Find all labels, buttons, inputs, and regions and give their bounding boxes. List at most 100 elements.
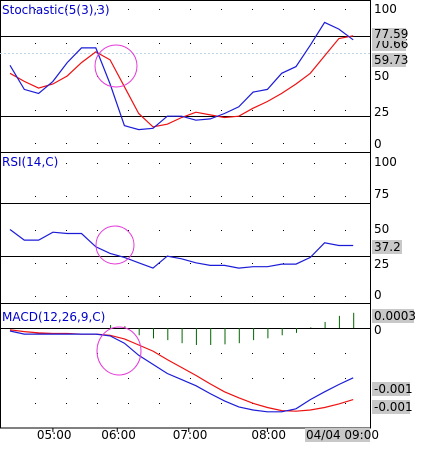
grid-dot	[159, 263, 160, 264]
grid-dot	[159, 76, 160, 77]
grid-dot	[35, 9, 36, 10]
grid-dot	[97, 263, 98, 264]
grid-dot	[97, 403, 98, 404]
grid-dot	[283, 9, 284, 10]
grid-dot	[159, 230, 160, 231]
grid-dot	[345, 403, 346, 404]
value-badge-bg	[372, 38, 406, 51]
grid-dot	[252, 43, 253, 44]
y-tick-label: 100	[374, 2, 397, 16]
grid-dot	[66, 43, 67, 44]
grid-dot	[66, 110, 67, 111]
grid-dot	[35, 378, 36, 379]
grid-dot	[35, 403, 36, 404]
grid-dot	[128, 403, 129, 404]
grid-dot	[221, 403, 222, 404]
y-tick-label: 75	[374, 187, 389, 201]
grid-dot	[159, 403, 160, 404]
y-tick-label: 25	[374, 257, 389, 271]
grid-dot	[97, 163, 98, 164]
grid-dot	[252, 9, 253, 10]
grid-dot	[314, 296, 315, 297]
grid-dot	[345, 76, 346, 77]
y-tick-label: 100	[374, 155, 397, 169]
grid-dot	[128, 163, 129, 164]
grid-dot	[221, 263, 222, 264]
grid-dot	[66, 353, 67, 354]
macd-line	[9, 330, 354, 413]
grid-dot	[190, 263, 191, 264]
y-tick-label: 50	[374, 222, 389, 236]
grid-dot	[283, 353, 284, 354]
grid-dot	[252, 263, 253, 264]
grid-dot	[66, 196, 67, 197]
x-tick-label: 04/04 09:00	[306, 428, 379, 442]
highlight-circle	[94, 44, 138, 88]
grid-dot	[128, 353, 129, 354]
grid-dot	[221, 296, 222, 297]
y-tick-label: 0	[374, 137, 382, 151]
stochastic-k-line	[9, 21, 354, 131]
grid-dot	[314, 353, 315, 354]
grid-dot	[128, 143, 129, 144]
y-tick-label: 50	[374, 69, 389, 83]
grid-dot	[190, 296, 191, 297]
grid-dot	[314, 263, 315, 264]
grid-dot	[221, 110, 222, 111]
grid-dot	[283, 230, 284, 231]
grid-dot	[314, 9, 315, 10]
grid-dot	[35, 76, 36, 77]
grid-dot	[190, 403, 191, 404]
y-tick-label: 0	[374, 323, 382, 337]
grid-dot	[159, 9, 160, 10]
grid-dot	[283, 110, 284, 111]
grid-dot	[345, 163, 346, 164]
grid-dot	[221, 43, 222, 44]
grid-dot	[159, 143, 160, 144]
grid-dot	[345, 230, 346, 231]
y-tick-label: 0	[374, 288, 382, 302]
grid-dot	[128, 43, 129, 44]
grid-dot	[221, 230, 222, 231]
value-badge-bg	[372, 53, 406, 67]
grid-dot	[221, 9, 222, 10]
grid-dot	[283, 163, 284, 164]
grid-dot	[159, 163, 160, 164]
grid-dot	[190, 110, 191, 111]
grid-dot	[128, 378, 129, 379]
grid-dot	[97, 143, 98, 144]
panel-title: Stochastic(5(3),3)	[2, 3, 110, 17]
stochastic-d-line	[9, 35, 354, 128]
value-badge: -0.001	[374, 382, 413, 396]
grid-dot	[252, 143, 253, 144]
grid-dot	[221, 163, 222, 164]
grid-dot	[252, 353, 253, 354]
x-tick-label: 05:00	[37, 428, 72, 442]
grid-dot	[314, 163, 315, 164]
grid-dot	[314, 378, 315, 379]
grid-dot	[283, 378, 284, 379]
grid-dot	[97, 43, 98, 44]
grid-dot	[345, 43, 346, 44]
grid-dot	[128, 9, 129, 10]
grid-dot	[159, 43, 160, 44]
grid-dot	[159, 296, 160, 297]
plot-frame	[0, 0, 371, 429]
grid-dot	[128, 196, 129, 197]
grid-dot	[314, 76, 315, 77]
x-tick-label: 08:00	[251, 428, 286, 442]
value-badge: 77.59	[374, 27, 408, 41]
value-badge: 59.73	[374, 53, 408, 67]
grid-dot	[190, 353, 191, 354]
grid-dot	[159, 110, 160, 111]
grid-dot	[314, 230, 315, 231]
grid-dot	[314, 403, 315, 404]
highlight-circle	[96, 326, 142, 376]
grid-dot	[345, 263, 346, 264]
grid-dot	[252, 378, 253, 379]
grid-dot	[221, 378, 222, 379]
grid-dot	[283, 196, 284, 197]
grid-dot	[314, 196, 315, 197]
